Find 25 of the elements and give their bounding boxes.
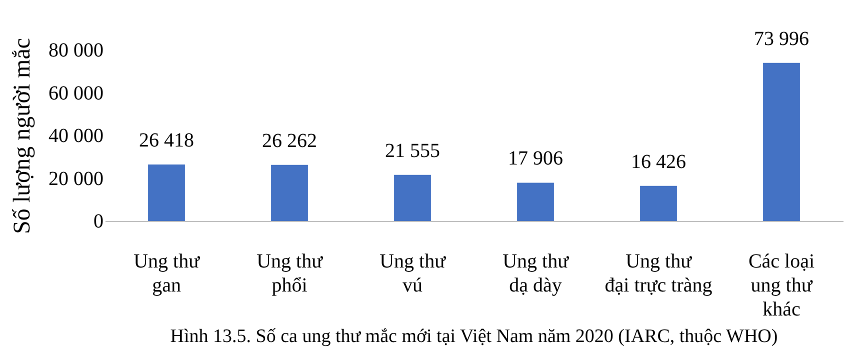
data-label: 26 418 (139, 130, 194, 152)
x-tick-label: Ung thư vú (380, 250, 447, 296)
data-label: 16 426 (631, 150, 686, 173)
y-tick-label: 20 000 (48, 168, 104, 190)
x-tick-label: Ung thư đại trực tràng (604, 250, 712, 296)
x-tick-label: Ung thư phổi (256, 250, 324, 296)
x-tick-label: Ung thư dạ dày (502, 250, 570, 296)
bar (763, 62, 800, 221)
bar (640, 186, 677, 221)
y-tick-label: 80 000 (48, 40, 104, 62)
bar (271, 164, 308, 221)
data-label: 17 906 (508, 148, 563, 170)
data-label: 21 555 (385, 140, 440, 162)
bar (148, 164, 185, 221)
bar (517, 182, 554, 221)
x-tick-label: Các loại ung thư khác (748, 250, 815, 320)
y-axis-title: Số lượng người mắc (10, 38, 36, 234)
text: Hình 13.5. Số ca ung thư mắc mới tại Việt Nam năm 2020 (IARC, thuộc WHO) (170, 326, 778, 347)
bar (394, 174, 431, 221)
y-tick-label: 60 000 (48, 82, 104, 104)
data-label: 26 262 (262, 130, 317, 152)
y-tick-label: 0 (94, 210, 104, 232)
x-tick-label: Ung thư gan (134, 250, 201, 296)
y-tick-label: 40 000 (48, 125, 104, 147)
data-label: 73 996 (754, 28, 809, 50)
